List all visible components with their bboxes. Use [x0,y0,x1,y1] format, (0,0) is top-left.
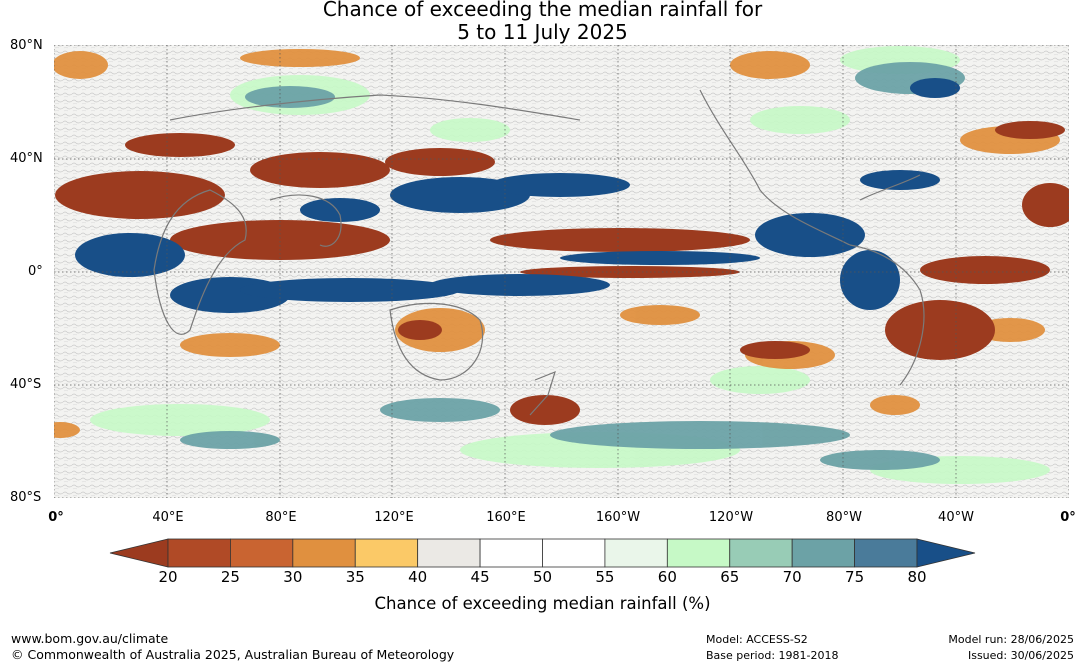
colorbar-tick-label: 45 [470,568,490,586]
map-title-line1: Chance of exceeding the median rainfall … [322,0,763,21]
lon-label-80w: 80°W [826,510,862,525]
teal-regions [180,62,965,470]
colorbar-tick-label: 70 [782,568,802,586]
lat-label-80s: 80°S [10,490,42,505]
colorbar-tick-label: 65 [720,568,740,586]
colorbar-tick-label: 60 [657,568,677,586]
lon-label-80e: 80°E [265,510,297,525]
colorbar-tick-label: 75 [845,568,865,586]
coastlines [153,89,925,416]
footer-issued: Issued: 30/06/2025 [967,649,1074,662]
colorbar-segment [417,538,481,568]
colorbar-tick-label: 55 [595,568,615,586]
colorbar-segment [791,538,855,568]
colorbar-segment [167,538,231,568]
colorbar-extend-low [109,538,169,568]
lon-label-0-left: 0° [48,510,64,525]
rainfall-probability-map [54,45,1069,498]
colorbar-segment [542,538,606,568]
colorbar-segment [292,538,356,568]
lat-label-40s: 40°S [10,377,42,392]
lon-label-160w: 160°W [595,510,641,525]
colorbar-tick-label: 40 [408,568,428,586]
lat-label-0: 0° [28,264,43,279]
colorbar-tick-label: 20 [158,568,178,586]
graticule [54,45,1069,498]
wet-regions [75,78,960,313]
map-field [54,45,1069,498]
colorbar-tick-label: 35 [345,568,365,586]
lon-label-120w: 120°W [708,510,754,525]
map-title-line2: 5 to 11 July 2025 [457,20,628,44]
lon-label-0-right: 0° [1060,510,1076,525]
colorbar-tick-label: 30 [283,568,303,586]
colorbar-tick-label: 80 [907,568,927,586]
colorbar-segment [479,538,543,568]
lon-label-120e: 120°E [374,510,414,525]
colorbar-segment [729,538,793,568]
lat-label-40n: 40°N [10,151,43,166]
colorbar-segment [854,538,918,568]
footer-model-run: Model run: 28/06/2025 [948,633,1074,646]
lon-label-40e: 40°E [152,510,184,525]
colorbar-segment [666,538,731,568]
lon-label-160e: 160°E [486,510,526,525]
colorbar-extend-high [916,538,976,568]
colorbar-tick-label: 25 [220,568,240,586]
lon-label-40w: 40°W [938,510,974,525]
colorbar-segment [604,538,668,568]
colorbar-title: Chance of exceeding median rainfall (%) [374,594,711,613]
lat-label-80n: 80°N [10,38,43,53]
colorbar-tick-label: 50 [532,568,553,586]
colorbar-segment [230,538,294,568]
footer-base-period: Base period: 1981-2018 [706,649,839,662]
colorbar-segment [354,538,419,568]
dry-regions [55,121,1069,425]
footer-site: www.bom.gov.au/climate [11,631,169,646]
footer-copyright: © Commonwealth of Australia 2025, Austra… [11,647,455,662]
footer-model: Model: ACCESS-S2 [706,633,808,646]
